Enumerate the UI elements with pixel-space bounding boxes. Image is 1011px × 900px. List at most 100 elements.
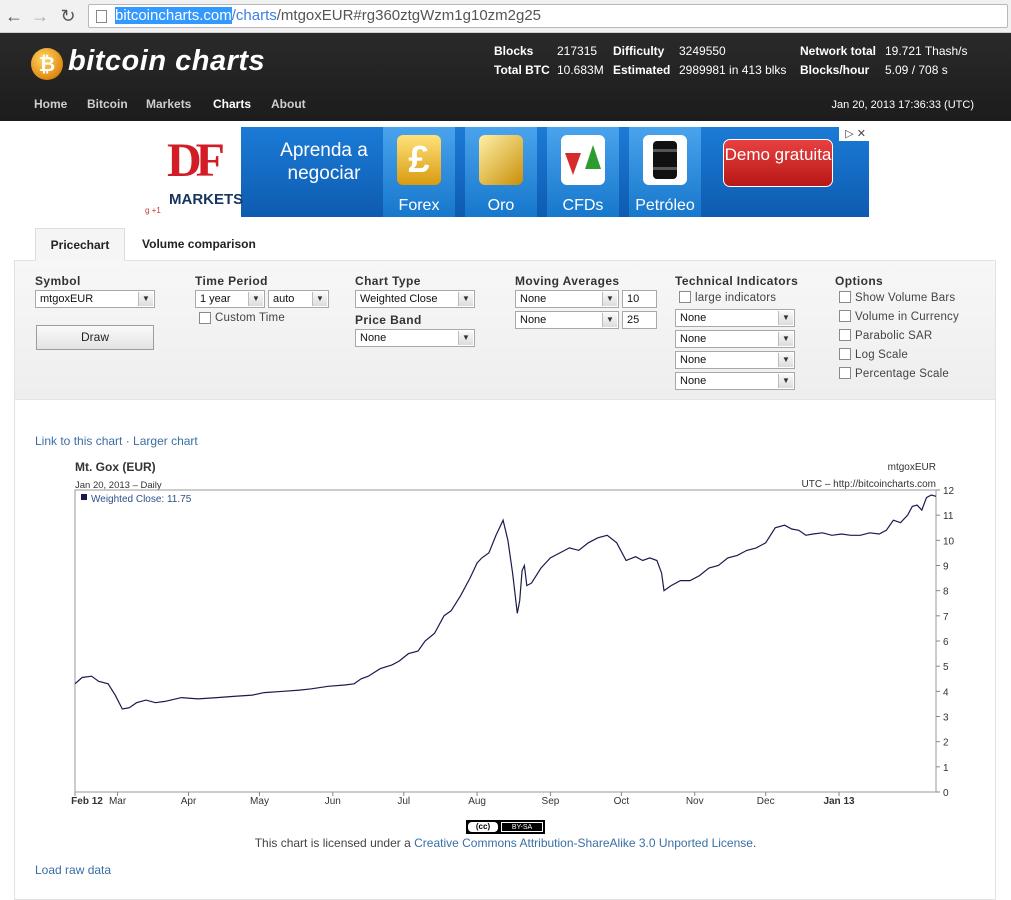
nav-home[interactable]: Home <box>34 97 68 111</box>
tab-volume-comparison[interactable]: Volume comparison <box>142 237 256 251</box>
chevron-down-icon: ▼ <box>778 311 793 325</box>
ti-select-1[interactable]: None ▼ <box>675 309 795 327</box>
stat-total-btc-label: Total BTC <box>494 63 550 77</box>
address-bar[interactable]: bitcoincharts.com/charts/mtgoxEUR#rg360z… <box>88 4 1008 28</box>
custom-time-checkbox[interactable] <box>199 312 211 324</box>
y-tick-label: 3 <box>943 713 949 724</box>
ad-tile-oro[interactable]: Oro <box>465 127 537 217</box>
ti-select-3[interactable]: None ▼ <box>675 351 795 369</box>
x-tick-label: Feb 12 <box>71 796 103 807</box>
volume-in-currency-checkbox[interactable] <box>839 310 851 322</box>
stat-estimated-value: 2989981 in 413 blks <box>679 63 787 77</box>
license-link[interactable]: Creative Commons Attribution-ShareAlike … <box>414 836 753 850</box>
load-raw-data-link[interactable]: Load raw data <box>35 863 112 877</box>
x-tick-label: Dec <box>757 796 775 807</box>
ad-headline: Aprenda a negociar <box>280 140 368 184</box>
price-chart: Mt. Gox (EUR) Jan 20, 2013 – Daily mtgoxEU… <box>71 460 955 807</box>
show-volume-bars-checkbox[interactable] <box>839 291 851 303</box>
forward-arrow-icon[interactable]: → <box>31 6 49 26</box>
chart-type-select[interactable]: Weighted Close ▼ <box>355 290 475 308</box>
ma1-type-select[interactable]: None ▼ <box>515 290 619 308</box>
y-tick-label: 8 <box>943 587 949 598</box>
percentage-scale-checkbox[interactable] <box>839 367 851 379</box>
ti-select-2[interactable]: None ▼ <box>675 330 795 348</box>
chart-options-area <box>15 261 995 400</box>
ma2-type-value: None <box>520 314 547 326</box>
y-tick-label: 5 <box>943 662 949 673</box>
ma1-period-input[interactable]: 10 <box>622 290 657 308</box>
large-indicators-checkbox[interactable] <box>679 291 691 303</box>
x-tick-label: Mar <box>109 796 127 807</box>
chevron-down-icon: ▼ <box>778 374 793 388</box>
plot-area <box>74 489 937 793</box>
ad-banner[interactable]: DF MARKETS Aprenda a negociar £ Forex Or… <box>141 127 869 217</box>
show-volume-bars-label: Show Volume Bars <box>855 292 956 304</box>
parabolic-sar-label: Parabolic SAR <box>855 330 933 342</box>
chart-symbol: mtgoxEUR <box>888 462 936 473</box>
license-suffix: . <box>752 836 757 850</box>
ad-brand-logo: DF <box>167 134 225 187</box>
x-tick-label: Jan 13 <box>823 796 855 807</box>
y-tick-label: 10 <box>943 536 955 547</box>
ad-close-icon[interactable]: ▷ ✕ <box>839 127 869 141</box>
ad-tile-petroleo[interactable]: Petróleo <box>629 127 701 217</box>
license-prefix: This chart is licensed under a <box>254 836 415 850</box>
parabolic-sar-checkbox[interactable] <box>839 329 851 341</box>
ti-select-4[interactable]: None ▼ <box>675 372 795 390</box>
chart-title: Mt. Gox (EUR) <box>75 460 156 474</box>
nav-markets[interactable]: Markets <box>146 97 192 111</box>
nav-bitcoin[interactable]: Bitcoin <box>87 97 128 111</box>
nav-about[interactable]: About <box>271 97 306 111</box>
ad-tile-forex[interactable]: £ Forex <box>383 127 455 217</box>
resolution-select[interactable]: auto ▼ <box>268 290 329 308</box>
symbol-select[interactable]: mtgoxEUR ▼ <box>35 290 155 308</box>
chevron-down-icon: ▼ <box>312 292 327 306</box>
stat-network-total-value: 19.721 Thash/s <box>885 44 968 58</box>
link-to-this-chart[interactable]: Link to this chart <box>35 434 123 448</box>
log-scale-checkbox[interactable] <box>839 348 851 360</box>
ad-demo-button[interactable]: Demo gratuita <box>723 139 833 187</box>
nav-charts[interactable]: Charts <box>213 97 252 111</box>
price-band-select-value: None <box>360 332 387 344</box>
symbol-label: Symbol <box>35 274 81 288</box>
site-logo-text[interactable]: bitcoin charts <box>68 45 266 77</box>
cc-badge-left: (cc) <box>468 822 498 832</box>
cc-by-sa-badge[interactable]: (cc) BY-SA <box>466 820 545 834</box>
chevron-down-icon: ▼ <box>458 331 473 345</box>
stat-network-total-label: Network total <box>800 44 877 58</box>
ad-tile-cfds[interactable]: CFDs <box>547 127 619 217</box>
stat-blocks-label: Blocks <box>494 44 534 58</box>
draw-button[interactable]: Draw <box>36 325 154 350</box>
x-tick-label: Sep <box>542 796 560 807</box>
ma2-type-select[interactable]: None ▼ <box>515 311 619 329</box>
tab-pricechart[interactable]: Pricechart <box>35 228 125 261</box>
ad-tile-cfds-label: CFDs <box>562 197 604 214</box>
reload-icon[interactable]: ↻ <box>60 6 76 26</box>
ma2-period-input[interactable]: 25 <box>622 311 657 329</box>
moving-averages-label: Moving Averages <box>515 274 620 288</box>
stat-difficulty-value: 3249550 <box>679 44 726 58</box>
price-band-select[interactable]: None ▼ <box>355 329 475 347</box>
google-plus-icon[interactable]: g +1 <box>143 206 163 215</box>
ti-select-3-value: None <box>680 354 707 366</box>
x-tick-label: Apr <box>181 796 197 807</box>
back-arrow-icon[interactable]: ← <box>5 6 23 26</box>
technical-indicators-label: Technical Indicators <box>675 274 799 288</box>
custom-time-label: Custom Time <box>215 312 285 324</box>
browser-toolbar: ← → ↻ bitcoincharts.com/charts/mtgoxEUR#… <box>0 0 1011 33</box>
license-text: This chart is licensed under a Creative … <box>0 836 1011 850</box>
larger-chart-link[interactable]: Larger chart <box>133 434 198 448</box>
resolution-select-value: auto <box>273 293 295 305</box>
header-datetime: Jan 20, 2013 17:36:33 (UTC) <box>831 99 974 111</box>
ad-tile-petroleo-label: Petróleo <box>635 197 695 214</box>
y-tick-label: 1 <box>943 763 949 774</box>
cfd-arrows-icon <box>561 135 605 185</box>
x-tick-label: Jun <box>325 796 341 807</box>
large-indicators-label: large indicators <box>695 292 777 304</box>
ad-tile-forex-label: Forex <box>398 197 440 214</box>
y-tick-label: 12 <box>943 486 955 497</box>
bitcoin-coin-icon: ₿ <box>31 48 63 80</box>
period-select[interactable]: 1 year ▼ <box>195 290 265 308</box>
chevron-down-icon: ▼ <box>248 292 263 306</box>
oil-barrel-icon <box>643 135 687 185</box>
